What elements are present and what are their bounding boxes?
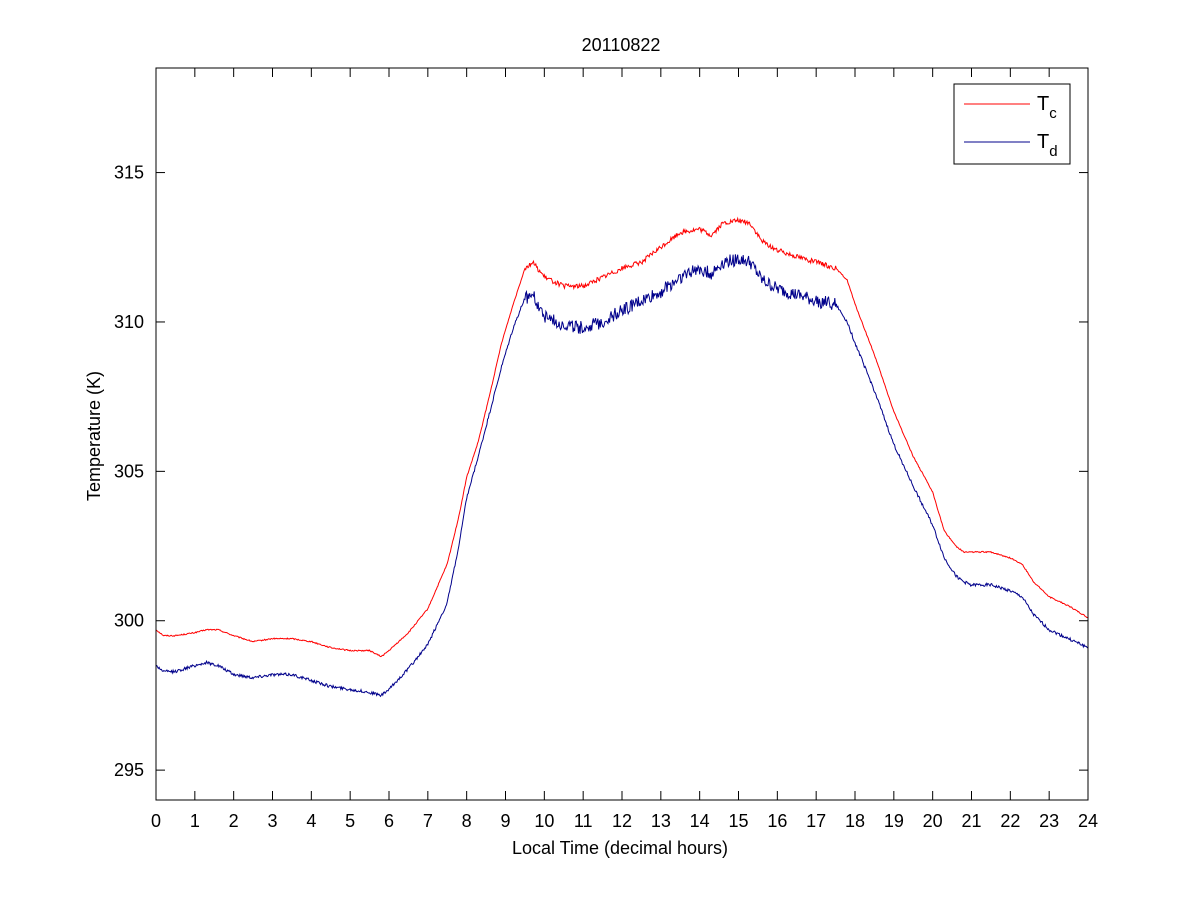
y-axis-label: Temperature (K) [84, 371, 104, 501]
y-tick-label: 305 [114, 461, 144, 481]
y-tick-label: 310 [114, 312, 144, 332]
x-tick-label: 6 [384, 811, 394, 831]
x-tick-label: 14 [690, 811, 710, 831]
x-tick-label: 2 [229, 811, 239, 831]
x-tick-label: 5 [345, 811, 355, 831]
y-tick-label: 315 [114, 163, 144, 183]
x-tick-label: 21 [961, 811, 981, 831]
legend-box [953, 83, 1071, 165]
y-tick-label: 295 [114, 760, 144, 780]
x-tick-label: 17 [806, 811, 826, 831]
series-line-tc [155, 216, 1089, 658]
x-tick-label: 3 [267, 811, 277, 831]
x-tick-label: 24 [1078, 811, 1098, 831]
x-tick-label: 19 [884, 811, 904, 831]
x-tick-label: 12 [612, 811, 632, 831]
x-tick-label: 7 [423, 811, 433, 831]
series-line-td [155, 254, 1089, 698]
x-tick-label: 13 [651, 811, 671, 831]
x-tick-label: 1 [190, 811, 200, 831]
x-tick-label: 0 [151, 811, 161, 831]
x-axis-label: Local Time (decimal hours) [512, 838, 728, 858]
x-tick-label: 11 [574, 811, 593, 831]
x-tick-label: 10 [534, 811, 554, 831]
x-tick-label: 23 [1039, 811, 1059, 831]
y-tick-label: 300 [114, 611, 144, 631]
axis-ticks: 0 1 2 3 4 5 6 7 8 9 10 11 12 13 14 15 16 17 18 19 20 21 22 23 24… [114, 68, 1098, 831]
x-tick-label: 9 [500, 811, 510, 831]
x-tick-label: 4 [306, 811, 316, 831]
chart-title: 20110822 [582, 35, 661, 55]
x-tick-label: 18 [845, 811, 865, 831]
x-tick-label: 20 [923, 811, 943, 831]
x-tick-label: 16 [767, 811, 787, 831]
x-tick-label: 8 [462, 811, 472, 831]
x-tick-label: 15 [728, 811, 748, 831]
plot-area [155, 216, 1089, 698]
x-tick-label: 22 [1000, 811, 1020, 831]
